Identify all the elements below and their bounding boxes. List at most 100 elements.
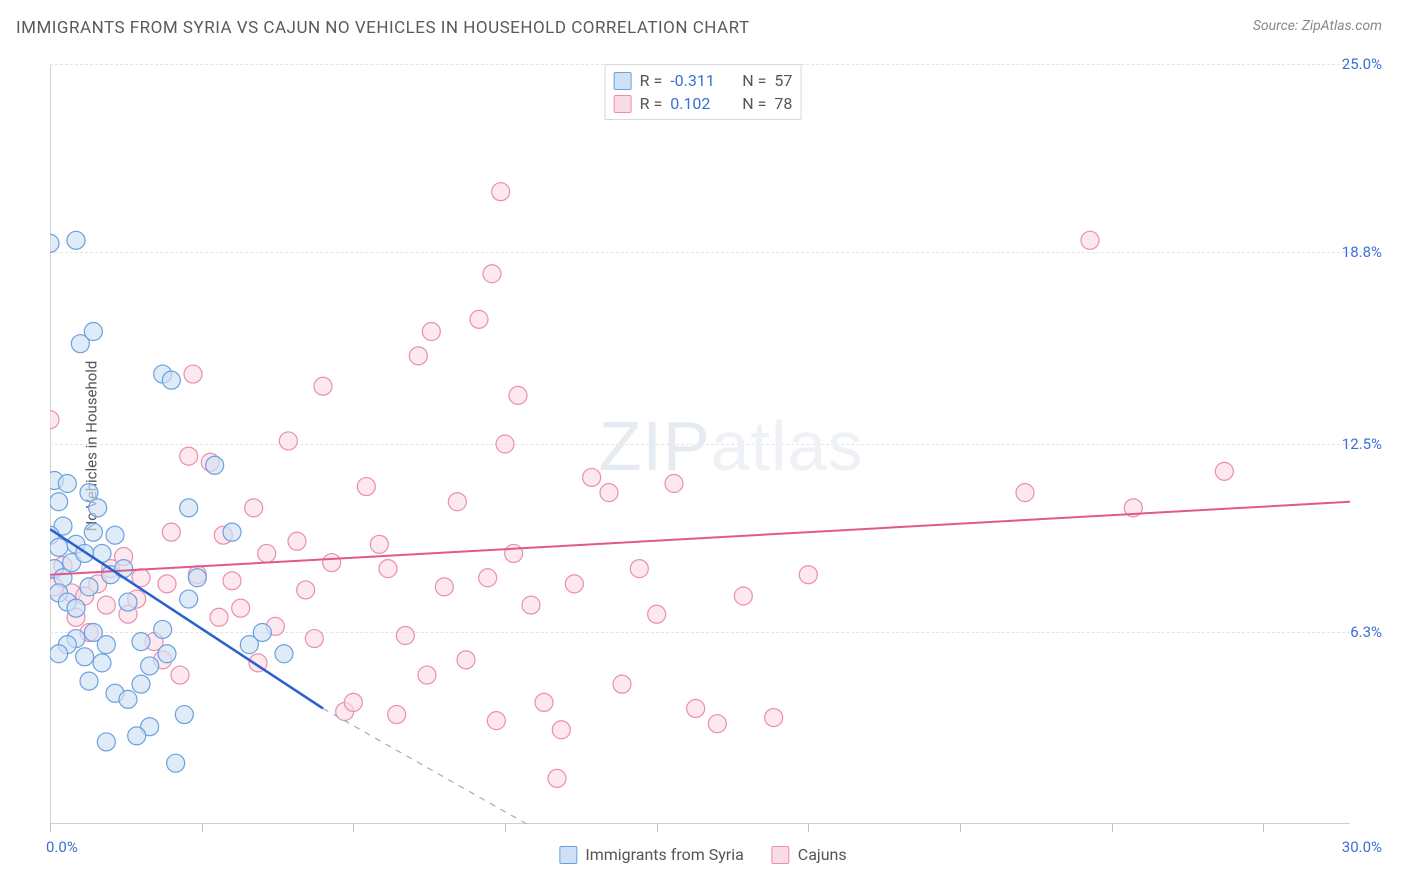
data-point	[50, 645, 68, 663]
data-point	[522, 596, 540, 614]
data-point	[583, 468, 601, 486]
trend-line-series2	[50, 502, 1350, 575]
data-point	[1016, 484, 1034, 502]
data-point	[344, 693, 362, 711]
data-point	[119, 593, 137, 611]
xtick-mark	[960, 824, 961, 832]
data-point	[565, 575, 583, 593]
data-point	[162, 523, 180, 541]
data-point	[67, 599, 85, 617]
data-point	[84, 323, 102, 341]
data-point	[141, 657, 159, 675]
data-point	[106, 526, 124, 544]
xtick-mark	[808, 824, 809, 832]
data-point	[509, 386, 527, 404]
legend-item-series2: Cajuns	[772, 845, 847, 864]
data-point	[370, 535, 388, 553]
data-point	[708, 715, 726, 733]
r-label: R =	[640, 71, 663, 90]
data-point	[154, 620, 172, 638]
data-point	[1215, 462, 1233, 480]
data-point	[210, 608, 228, 626]
data-point	[50, 411, 59, 429]
legend-item-series1: Immigrants from Syria	[559, 845, 743, 864]
data-point	[505, 544, 523, 562]
data-point	[132, 633, 150, 651]
correlation-legend-box: R = -0.311 N = 57 R = 0.102 N = 78	[605, 64, 802, 120]
legend-label-series2: Cajuns	[798, 845, 847, 864]
data-point	[665, 475, 683, 493]
legend-swatch-series2	[772, 846, 790, 864]
data-point	[167, 754, 185, 772]
data-point	[357, 478, 375, 496]
data-point	[422, 323, 440, 341]
data-point	[97, 596, 115, 614]
legend-label-series1: Immigrants from Syria	[585, 845, 743, 864]
data-point	[50, 234, 59, 252]
chart-title: IMMIGRANTS FROM SYRIA VS CAJUN NO VEHICL…	[16, 18, 750, 38]
data-point	[297, 581, 315, 599]
data-point	[158, 575, 176, 593]
r-label: R =	[640, 94, 663, 113]
data-point	[687, 699, 705, 717]
data-point	[396, 627, 414, 645]
n-value-series1: 57	[774, 71, 792, 90]
legend-swatch-series1	[559, 846, 577, 864]
data-point	[496, 435, 514, 453]
series-legend: Immigrants from Syria Cajuns	[559, 845, 846, 864]
data-point	[128, 727, 146, 745]
ytick-label: 6.3%	[1350, 623, 1382, 641]
xtick-mark	[505, 824, 506, 832]
data-point	[409, 347, 427, 365]
xtick-label-max: 30.0%	[1342, 838, 1382, 856]
data-point	[245, 499, 263, 517]
data-point	[314, 377, 332, 395]
data-point	[613, 675, 631, 693]
data-point	[548, 769, 566, 787]
source-label: Source: ZipAtlas.com	[1253, 18, 1382, 34]
data-point	[188, 569, 206, 587]
data-point	[765, 709, 783, 727]
data-point	[80, 578, 98, 596]
xtick-mark	[657, 824, 658, 832]
xtick-mark	[353, 824, 354, 832]
data-point	[67, 231, 85, 249]
data-point	[76, 648, 94, 666]
data-point	[379, 560, 397, 578]
data-point	[206, 456, 224, 474]
data-point	[253, 623, 271, 641]
n-label: N =	[742, 71, 766, 90]
data-point	[180, 447, 198, 465]
r-value-series1: -0.311	[670, 71, 726, 90]
legend-row-series1: R = -0.311 N = 57	[614, 69, 793, 92]
data-point	[89, 499, 107, 517]
data-point	[279, 432, 297, 450]
data-point	[184, 365, 202, 383]
data-point	[171, 666, 189, 684]
data-point	[457, 651, 475, 669]
data-point	[630, 560, 648, 578]
xtick-mark	[50, 824, 51, 832]
data-point	[232, 599, 250, 617]
legend-swatch-series1	[614, 72, 632, 90]
data-point	[435, 578, 453, 596]
data-point	[58, 475, 76, 493]
data-point	[1081, 231, 1099, 249]
data-point	[648, 605, 666, 623]
data-point	[119, 690, 137, 708]
xtick-mark	[202, 824, 203, 832]
data-point	[115, 560, 133, 578]
data-point	[734, 587, 752, 605]
data-point	[275, 645, 293, 663]
xtick-label-min: 0.0%	[46, 838, 78, 856]
data-point	[80, 672, 98, 690]
legend-swatch-series2	[614, 95, 632, 113]
data-point	[479, 569, 497, 587]
data-point	[470, 310, 488, 328]
data-point	[448, 493, 466, 511]
data-point	[175, 706, 193, 724]
data-point	[223, 572, 241, 590]
data-point	[50, 538, 68, 556]
data-point	[162, 371, 180, 389]
data-point	[388, 706, 406, 724]
